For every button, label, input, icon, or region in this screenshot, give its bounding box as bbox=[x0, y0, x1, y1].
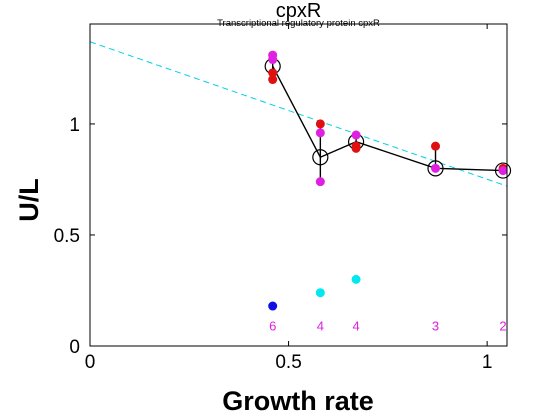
count-label: 3 bbox=[432, 318, 439, 333]
mean-line-layer bbox=[264, 55, 512, 182]
axes-layer: 0 0.5 1 0 0.5 1 bbox=[54, 23, 508, 373]
replicates-red-point bbox=[315, 119, 325, 129]
mean-marker bbox=[427, 160, 444, 177]
mean-line bbox=[272, 65, 504, 172]
replicates-magenta-point bbox=[498, 166, 508, 176]
replicates-magenta-point bbox=[315, 128, 325, 138]
plot-frame bbox=[89, 23, 508, 347]
chart-title: cpxR bbox=[275, 0, 322, 22]
counts-layer: 6 4 4 3 2 bbox=[269, 318, 507, 333]
low-cyan-point bbox=[315, 288, 325, 298]
y-tick-label: 1 bbox=[69, 115, 80, 136]
low-cyan-point bbox=[351, 274, 361, 284]
y-axis-label: U/L bbox=[14, 178, 44, 222]
replicates-magenta-point bbox=[431, 163, 441, 173]
points-layer bbox=[268, 50, 508, 311]
replicates-red-point bbox=[268, 75, 278, 85]
count-label: 6 bbox=[269, 318, 276, 333]
x-tick-label: 0 bbox=[85, 352, 96, 373]
count-label: 4 bbox=[352, 318, 359, 333]
replicates-red-point bbox=[351, 141, 361, 151]
mean-marker bbox=[312, 149, 329, 166]
replicates-red-point bbox=[431, 141, 441, 151]
y-tick-label: 0 bbox=[69, 337, 80, 358]
low-blue-point bbox=[268, 301, 278, 311]
replicates-magenta-point bbox=[268, 55, 278, 65]
x-axis-label: Growth rate bbox=[222, 386, 374, 416]
y-tick-label: 0.5 bbox=[54, 226, 80, 247]
count-label: 4 bbox=[317, 318, 324, 333]
replicates-magenta-point bbox=[315, 177, 325, 187]
mean-marker bbox=[494, 162, 512, 179]
x-tick-label: 1 bbox=[482, 352, 493, 373]
count-label: 2 bbox=[499, 318, 506, 333]
replicates-magenta-point bbox=[351, 130, 361, 140]
trend-line-layer bbox=[90, 41, 507, 187]
x-tick-label: 0.5 bbox=[275, 352, 301, 373]
trend-line bbox=[90, 41, 507, 187]
replicates-red-point bbox=[268, 68, 278, 78]
